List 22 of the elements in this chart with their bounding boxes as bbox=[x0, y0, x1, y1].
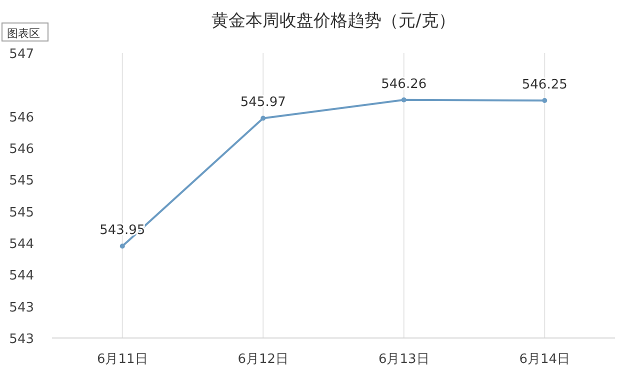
data-label: 546.26 bbox=[381, 76, 427, 92]
y-tick-label: 545 bbox=[9, 174, 34, 189]
x-tick-label: 6月13日 bbox=[378, 352, 430, 367]
y-tick-label: 546 bbox=[9, 110, 34, 126]
y-tick-label: 544 bbox=[9, 268, 34, 284]
x-tick-label: 6月11日 bbox=[96, 352, 148, 367]
text: 图表区 bbox=[7, 27, 40, 40]
y-tick-label: 546 bbox=[9, 142, 34, 157]
data-label: 545.97 bbox=[240, 95, 286, 110]
point bbox=[120, 244, 125, 249]
data-label: 546.25 bbox=[522, 78, 568, 92]
chart-title: 黄金本周收盘价格趋势（元/克） bbox=[212, 11, 456, 31]
y-tick-label: 545 bbox=[9, 205, 34, 220]
y-tick-label: 547 bbox=[9, 47, 34, 62]
x-tick-label: 6月12日 bbox=[238, 352, 289, 367]
point bbox=[542, 98, 548, 103]
y-tick-label: 543 bbox=[9, 300, 34, 316]
y-tick-label: 544 bbox=[9, 237, 34, 252]
point bbox=[260, 116, 266, 121]
y-tick-label: 543 bbox=[9, 332, 34, 347]
point bbox=[401, 97, 406, 102]
x-tick-label: 6月14日 bbox=[519, 352, 570, 367]
